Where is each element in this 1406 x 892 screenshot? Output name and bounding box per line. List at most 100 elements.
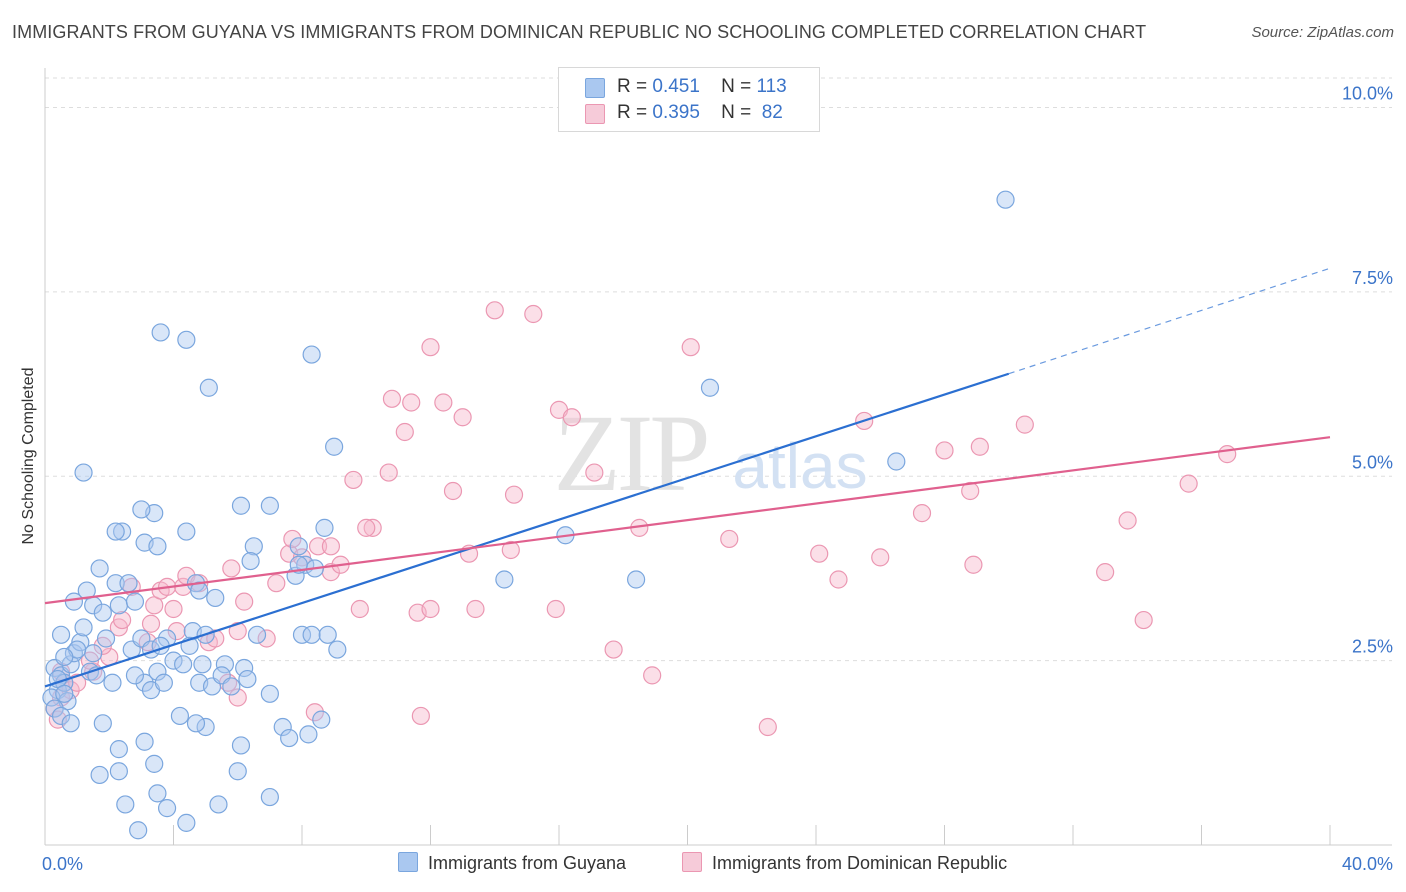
point-guyana xyxy=(260,787,279,807)
point-guyana xyxy=(241,551,260,571)
point-dominican xyxy=(206,629,225,648)
point-guyana xyxy=(55,684,74,703)
point-guyana xyxy=(93,603,112,622)
chart-title: IMMIGRANTS FROM GUYANA VS IMMIGRANTS FRO… xyxy=(12,22,1147,42)
point-guyana xyxy=(90,765,109,785)
trend-line-guyana xyxy=(44,372,1010,688)
point-dominican xyxy=(466,599,485,619)
point-dominican xyxy=(604,640,623,659)
point-guyana xyxy=(626,570,646,589)
point-guyana xyxy=(90,559,109,578)
watermark-zip: ZIP xyxy=(554,392,707,514)
point-dominican xyxy=(643,666,662,685)
point-guyana xyxy=(135,673,154,692)
point-dominican xyxy=(363,518,382,537)
legend-swatch-dominican xyxy=(585,104,605,124)
point-dominican xyxy=(1096,563,1115,582)
point-guyana xyxy=(148,662,167,681)
point-guyana xyxy=(312,710,331,729)
point-dominican xyxy=(1134,610,1153,630)
point-guyana xyxy=(112,522,132,541)
x-tick-label: 40.0% xyxy=(1342,854,1393,874)
point-dominican xyxy=(395,422,414,442)
point-guyana xyxy=(145,754,164,773)
point-dominican xyxy=(357,518,376,537)
point-guyana xyxy=(196,717,215,737)
point-guyana xyxy=(260,684,279,703)
legend-r-value-guyana: 0.451 xyxy=(652,76,700,97)
point-dominican xyxy=(411,706,430,726)
point-guyana xyxy=(177,330,196,349)
point-dominican xyxy=(321,537,341,556)
legend-r-label: R = xyxy=(617,102,648,123)
point-guyana xyxy=(151,323,170,342)
point-dominican xyxy=(758,717,777,737)
point-dominican xyxy=(308,537,328,556)
point-guyana xyxy=(280,728,299,748)
point-guyana xyxy=(215,655,234,674)
watermark: ZIP atlas xyxy=(554,392,868,514)
point-dominican xyxy=(1218,445,1237,464)
bottom-legend-dominican: Immigrants from Dominican Republic xyxy=(682,852,1007,874)
point-guyana xyxy=(154,673,173,692)
point-guyana xyxy=(170,706,190,726)
y-axis-label: No Schooling Completed xyxy=(20,367,37,545)
point-guyana xyxy=(231,496,251,515)
point-dominican xyxy=(720,529,739,549)
series-dominican-points xyxy=(45,301,1237,737)
legend-n-value-dominican: 82 xyxy=(761,102,783,123)
point-guyana xyxy=(174,655,193,674)
point-dominican xyxy=(810,544,829,563)
point-guyana xyxy=(700,378,720,397)
point-dominican xyxy=(961,481,980,501)
legend-n-value-guyana: 113 xyxy=(756,76,787,97)
point-dominican xyxy=(453,408,472,427)
legend-r-label: R = xyxy=(617,76,648,97)
point-guyana xyxy=(106,522,125,541)
point-guyana xyxy=(292,625,312,644)
point-dominican xyxy=(267,574,286,593)
bottom-legend-swatch-dominican xyxy=(682,852,702,872)
point-guyana xyxy=(106,574,125,593)
point-dominican xyxy=(222,559,241,578)
point-guyana xyxy=(209,795,228,814)
source-label: Source: ZipAtlas.com xyxy=(1251,24,1394,41)
legend-n-label: N = xyxy=(721,76,752,97)
point-guyana xyxy=(302,625,321,644)
point-guyana xyxy=(55,647,74,667)
point-dominican xyxy=(546,599,565,619)
point-guyana xyxy=(318,625,337,644)
tick-labels: 2.5% 5.0% 7.5% 10.0% 0.0% 40.0% xyxy=(42,84,1393,875)
point-guyana xyxy=(199,378,218,397)
point-guyana xyxy=(74,618,93,637)
y-tick-label: 7.5% xyxy=(1352,268,1393,288)
point-guyana xyxy=(315,518,334,537)
point-dominican xyxy=(1118,511,1137,530)
point-dominican xyxy=(167,622,186,641)
point-guyana xyxy=(119,574,138,593)
series-guyana-points xyxy=(42,190,1015,840)
point-dominican xyxy=(305,703,324,722)
legend-r-value-dominican: 0.395 xyxy=(652,102,700,123)
point-dominican xyxy=(350,599,369,619)
legend-swatch-guyana xyxy=(585,78,605,98)
point-guyana xyxy=(177,813,196,832)
point-dominican xyxy=(504,485,524,504)
point-dominican xyxy=(164,599,183,619)
point-guyana xyxy=(125,592,145,611)
point-dominican xyxy=(112,610,132,630)
point-guyana xyxy=(74,463,93,482)
point-dominican xyxy=(1179,474,1198,493)
point-guyana xyxy=(61,714,80,733)
point-dominican xyxy=(485,301,504,320)
point-guyana xyxy=(109,596,128,615)
point-guyana xyxy=(64,592,84,611)
point-guyana xyxy=(325,437,344,456)
trend-line-dominican xyxy=(44,436,1331,605)
point-guyana xyxy=(222,677,241,696)
bottom-legend-label-dominican: Immigrants from Dominican Republic xyxy=(712,853,1008,873)
point-dominican xyxy=(501,540,520,560)
point-guyana xyxy=(238,669,257,689)
point-guyana xyxy=(51,706,71,726)
